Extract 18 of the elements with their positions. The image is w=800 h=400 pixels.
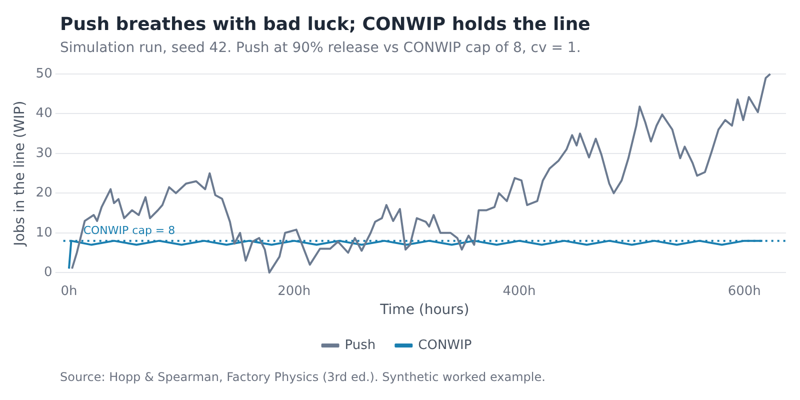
legend-label: CONWIP <box>418 338 472 353</box>
y-tick-label: 10 <box>36 225 52 240</box>
ref-line-label: CONWIP cap = 8 <box>83 224 176 238</box>
chart-subtitle: Simulation run, seed 42. Push at 90% release vs CONWIP cap of 8, cv = 1. <box>60 40 581 56</box>
legend-label: Push <box>344 338 376 353</box>
x-tick-label: 200h <box>278 284 311 299</box>
x-tick-label: 0h <box>60 284 78 299</box>
y-tick-label: 20 <box>36 186 52 201</box>
x-axis-title: Time (hours) <box>379 302 470 318</box>
x-tick-label: 400h <box>502 284 536 299</box>
x-tick-label: 600h <box>728 284 761 299</box>
y-tick-label: 40 <box>36 106 52 122</box>
y-tick-label: 50 <box>36 66 52 82</box>
y-axis-title: Jobs in the line (WIP) <box>12 100 28 247</box>
y-tick-label: 30 <box>36 146 52 161</box>
chart-title: Push breathes with bad luck; CONWIP holds the line <box>60 14 590 35</box>
y-tick-label: 0 <box>44 264 52 280</box>
source-note: Source: Hopp & Spearman, Factory Physics (3rd ed.). Synthetic worked example. <box>60 370 546 384</box>
